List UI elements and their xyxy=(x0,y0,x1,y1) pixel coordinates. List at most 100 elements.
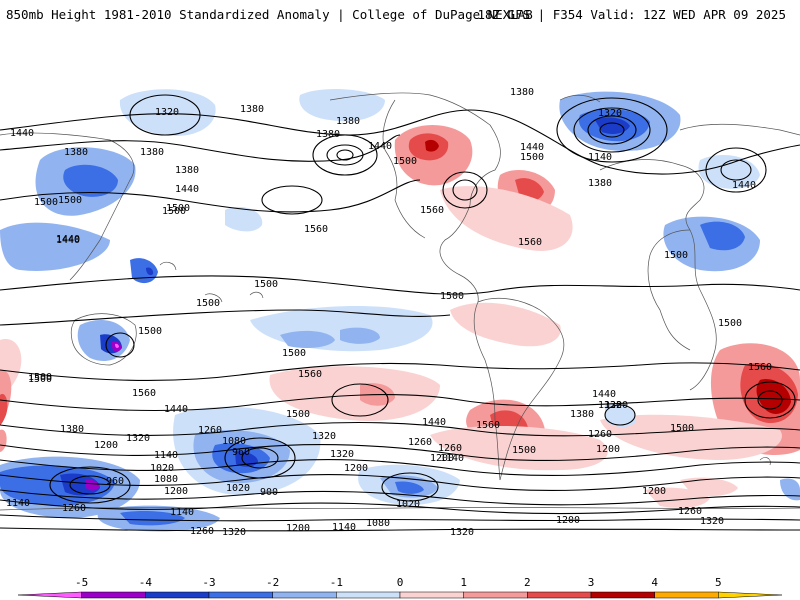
colorbar-tick-label: 2 xyxy=(524,576,531,589)
coastlines xyxy=(0,92,800,511)
anomaly-fills xyxy=(0,88,800,532)
contour-label: 1380 xyxy=(175,165,199,176)
contour-label: 1440 xyxy=(56,235,80,246)
colorbar-tick-label: -3 xyxy=(202,576,215,589)
contour-label: 1560 xyxy=(132,388,156,399)
contour-label: 900 xyxy=(260,487,278,498)
contour-label: 1500 xyxy=(138,326,162,337)
contour-label: 1500 xyxy=(162,206,186,217)
colorbar-segment xyxy=(208,591,273,599)
colorbar-segment xyxy=(145,591,210,599)
contour-label: 960 xyxy=(106,476,124,487)
contour-label: 1380 xyxy=(510,87,534,98)
contour-label: 1020 xyxy=(226,483,250,494)
contour-label: 1260 xyxy=(62,503,86,514)
colorbar-tick-label: -4 xyxy=(139,576,153,589)
contour-label: 1200 xyxy=(430,453,454,464)
contour-label: 1320 xyxy=(598,108,622,119)
colorbar-tick-label: -1 xyxy=(330,576,343,589)
contour-label: 1260 xyxy=(408,437,432,448)
contour-label: 1140 xyxy=(588,152,612,163)
contour-label: 1260 xyxy=(678,506,702,517)
contour-label: 1440 xyxy=(732,180,756,191)
colorbar-segment xyxy=(81,591,146,599)
contour-label: 1140 xyxy=(6,498,30,509)
colorbar-segment xyxy=(272,591,337,599)
colorbar-segment xyxy=(399,591,464,599)
contour-label: 1380 xyxy=(588,178,612,189)
contour-label: 1380 xyxy=(60,424,84,435)
colorbar: -5 -4 -3 -2 -1 0 1 2 3 4 5 xyxy=(17,576,783,599)
contour-label: 1560 xyxy=(298,369,322,380)
contour-label: 1500 xyxy=(286,409,310,420)
contour-label: 1200 xyxy=(94,440,118,451)
contour-label: 1260 xyxy=(438,443,462,454)
contour-label: 1440 xyxy=(175,184,199,195)
colorbar-segment xyxy=(463,591,528,599)
contour-label: 1440 xyxy=(164,404,188,415)
contour-label: 1320 xyxy=(700,516,724,527)
contour-label: 1440 xyxy=(10,128,34,139)
colorbar-segment xyxy=(17,591,82,599)
contour-label: 1200 xyxy=(164,486,188,497)
contour-label: 1140 xyxy=(332,522,356,533)
colorbar-segment xyxy=(590,591,655,599)
contour-label: 1260 xyxy=(190,526,214,537)
contour-label: 1500 xyxy=(28,372,52,383)
contour-label: 1500 xyxy=(34,197,58,208)
contour-label: 1500 xyxy=(282,348,306,359)
contour-label: 1380 xyxy=(64,147,88,158)
colorbar-tick-label: 4 xyxy=(651,576,658,589)
contour-label: 1200 xyxy=(642,486,666,497)
colorbar-segment xyxy=(527,591,592,599)
contour-label: 1440 xyxy=(592,389,616,400)
contour-label: 1500 xyxy=(28,374,52,385)
contour-label: 1440 xyxy=(56,234,80,245)
contour-label: 1560 xyxy=(304,224,328,235)
colorbar-segment xyxy=(336,591,401,599)
contour-label: 1200 xyxy=(596,444,620,455)
contour-label: 1200 xyxy=(286,523,310,534)
contour-label: 1500 xyxy=(254,279,278,290)
contour-label: 1560 xyxy=(518,237,542,248)
contour-label: 960 xyxy=(232,447,250,458)
contour-label: 1020 xyxy=(150,463,174,474)
contour-label: 1500 xyxy=(440,291,464,302)
contour-label: 1440 xyxy=(422,417,446,428)
contour-label: 1380 xyxy=(336,116,360,127)
contour-label: 1080 xyxy=(366,518,390,529)
contour-label: 1080 xyxy=(154,474,178,485)
contour-label: 1380 xyxy=(570,409,594,420)
colorbar-tick-label: -2 xyxy=(266,576,279,589)
contour-label: 1260 xyxy=(198,425,222,436)
contour-labels: 1320 1380 1440 1380 1380 1380 1500 1440 … xyxy=(6,87,772,538)
contour-label: 1380 xyxy=(140,147,164,158)
contour-label: 1560 xyxy=(748,362,772,373)
contour-label: 1380 xyxy=(240,104,264,115)
contour-label: 1320 xyxy=(604,400,628,411)
contour-label: 1140 xyxy=(170,507,194,518)
contour-label: 1140 xyxy=(154,450,178,461)
contour-label: 1440 xyxy=(368,141,392,152)
colorbar-tick-label: 5 xyxy=(715,576,722,589)
contour-label: 1320 xyxy=(330,449,354,460)
contour-label: 1320 xyxy=(155,107,179,118)
contour-label: 1560 xyxy=(476,420,500,431)
contour-label: 1320 xyxy=(126,433,150,444)
contour-label: 1020 xyxy=(396,499,420,510)
colorbar-tick-label: 3 xyxy=(588,576,595,589)
contour-label: 1320 xyxy=(312,431,336,442)
contour-label: 1560 xyxy=(420,205,444,216)
colorbar-segment xyxy=(718,591,783,599)
colorbar-tick-label: -5 xyxy=(75,576,88,589)
model-run-info: 18Z GFS | F354 Valid: 12Z WED APR 09 202… xyxy=(477,7,786,22)
contour-label: 1080 xyxy=(222,436,246,447)
contour-label: 1500 xyxy=(520,152,544,163)
contour-label: 1320 xyxy=(222,527,246,538)
contour-label: 1260 xyxy=(588,429,612,440)
contour-label: 1500 xyxy=(166,203,190,214)
contour-label: 1500 xyxy=(196,298,220,309)
contour-label: 1380 xyxy=(316,129,340,140)
contour-label: 1320 xyxy=(598,400,622,411)
contour-label: 1500 xyxy=(670,423,694,434)
